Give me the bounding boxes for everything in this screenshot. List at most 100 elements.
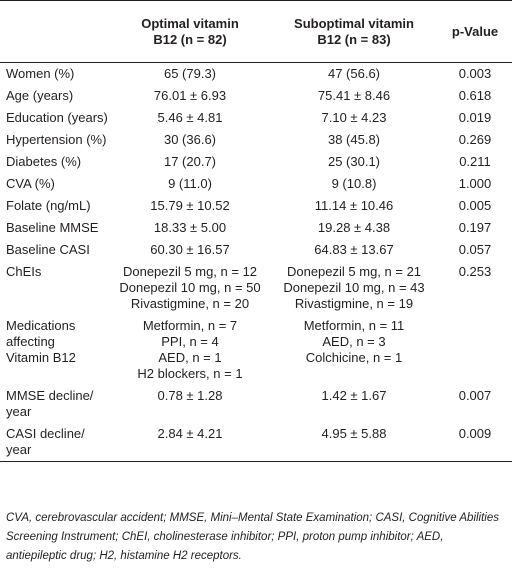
suboptimal-cell-line: 75.41 ± 8.46 — [317, 87, 391, 103]
row-label: CVA (%) — [0, 173, 110, 195]
optimal-cell-line: AED, n = 1 — [158, 349, 222, 365]
suboptimal-cell: 64.83 ± 13.67 — [270, 239, 438, 261]
optimal-cell: 30 (36.6) — [110, 129, 270, 151]
row-label-line: MMSE decline/ — [6, 387, 94, 403]
p-value-cell: 0.005 — [458, 197, 492, 213]
p-value-cell: 0.057 — [458, 241, 492, 257]
optimal-cell: 15.79 ± 10.52 — [110, 195, 270, 217]
suboptimal-cell: 19.28 ± 4.38 — [270, 217, 438, 239]
suboptimal-cell: 47 (56.6) — [270, 63, 438, 85]
suboptimal-cell: 1.42 ± 1.67 — [270, 385, 438, 423]
header-label-column — [0, 0, 110, 63]
suboptimal-cell: 25 (30.1) — [270, 151, 438, 173]
row-label-line: Education (years) — [6, 109, 108, 125]
optimal-cell-line: H2 blockers, n = 1 — [137, 365, 243, 381]
table-row: CVA (%) 9 (11.0) 9 (10.8) 1.000 — [0, 173, 512, 195]
optimal-cell-line: 30 (36.6) — [163, 131, 217, 147]
table-row: Diabetes (%) 17 (20.7) 25 (30.1) 0.211 — [0, 151, 512, 173]
header-p-value: p-Value — [438, 0, 512, 63]
optimal-cell-line: 5.46 ± 4.81 — [157, 109, 223, 125]
optimal-cell-line: Metformin, n = 7 — [142, 317, 238, 333]
table-row: ChEIs Donepezil 5 mg, n = 12 Donepezil 10 … — [0, 261, 512, 315]
table-row: Baseline CASI 60.30 ± 16.57 64.83 ± 13.67 0… — [0, 239, 512, 261]
row-label: ChEIs — [0, 261, 110, 315]
suboptimal-cell-line: 11.14 ± 10.46 — [314, 197, 394, 213]
table-row: Folate (ng/mL) 15.79 ± 10.52 11.14 ± 10.46… — [0, 195, 512, 217]
p-value-cell: 0.211 — [459, 153, 491, 169]
suboptimal-cell-line: 47 (56.6) — [327, 66, 381, 81]
suboptimal-cell: Metformin, n = 11 AED, n = 3 Colchicine, n… — [270, 315, 438, 385]
p-value-cell: 0.197 — [458, 219, 492, 235]
row-label: Folate (ng/mL) — [0, 195, 110, 217]
suboptimal-cell: Donepezil 5 mg, n = 21 Donepezil 10 mg, n… — [270, 261, 438, 315]
row-label-line: Folate (ng/mL) — [6, 197, 91, 213]
row-label-line: CVA (%) — [6, 175, 55, 191]
header-optimal-line-2: B12 (n = 82) — [153, 31, 227, 47]
row-label-line: Baseline MMSE — [6, 219, 99, 235]
row-label: Education (years) — [0, 107, 110, 129]
optimal-cell-line: 76.01 ± 6.93 — [153, 87, 227, 103]
table-row: Age (years) 76.01 ± 6.93 75.41 ± 8.46 0.618 — [0, 85, 512, 107]
row-label: CASI decline/year — [0, 422, 110, 462]
header-optimal-line-1: Optimal vitamin — [141, 15, 239, 31]
data-table: Optimal vitamin B12 (n = 82) Suboptimal … — [0, 0, 512, 462]
p-value-cell: 0.618 — [458, 87, 492, 103]
header-suboptimal-line-1: Suboptimal vitamin — [294, 15, 414, 31]
optimal-cell: 65 (79.3) — [110, 63, 270, 85]
suboptimal-cell-line: 38 (45.8) — [327, 131, 381, 147]
header-suboptimal: Suboptimal vitamin B12 (n = 83) — [270, 0, 438, 63]
row-label-line: Hypertension (%) — [6, 131, 107, 147]
table-row: CASI decline/year 2.84 ± 4.21 4.95 ± 5.88 0… — [0, 422, 512, 462]
suboptimal-cell-line: 9 (10.8) — [331, 175, 377, 191]
optimal-cell: 60.30 ± 16.57 — [110, 239, 270, 261]
row-label: Medications affecting Vitamin B12 — [0, 315, 110, 385]
row-label: Baseline CASI — [0, 239, 110, 261]
row-label-line: Medications — [6, 317, 76, 333]
row-label-line: year — [6, 403, 32, 419]
optimal-cell-line: PPI, n = 4 — [161, 333, 219, 349]
optimal-cell-line: 9 (11.0) — [168, 175, 212, 191]
suboptimal-cell-line: 7.10 ± 4.23 — [321, 109, 387, 125]
suboptimal-cell: 7.10 ± 4.23 — [270, 107, 438, 129]
suboptimal-cell-line: AED, n = 3 — [322, 333, 386, 349]
header-row: Optimal vitamin B12 (n = 82) Suboptimal … — [0, 0, 512, 63]
suboptimal-cell-line: Donepezil 10 mg, n = 43 — [283, 279, 425, 295]
optimal-cell-line: Donepezil 10 mg, n = 50 — [119, 279, 261, 295]
suboptimal-cell: 75.41 ± 8.46 — [270, 85, 438, 107]
optimal-cell: 2.84 ± 4.21 — [110, 422, 270, 462]
p-value-cell: 0.003 — [458, 66, 492, 81]
suboptimal-cell-line: 1.42 ± 1.67 — [321, 387, 387, 403]
row-label-line: Diabetes (%) — [6, 153, 82, 169]
suboptimal-cell-line: 19.28 ± 4.38 — [317, 219, 391, 235]
optimal-cell-line: 60.30 ± 16.57 — [150, 241, 230, 257]
suboptimal-cell: 9 (10.8) — [270, 173, 438, 195]
optimal-cell-line: 65 (79.3) — [163, 66, 217, 81]
suboptimal-cell-line: Colchicine, n = 1 — [305, 349, 403, 365]
optimal-cell-line: Donepezil 5 mg, n = 12 — [122, 263, 258, 279]
row-label-line: ChEIs — [6, 263, 42, 279]
header-optimal: Optimal vitamin B12 (n = 82) — [110, 0, 270, 63]
optimal-cell: Donepezil 5 mg, n = 12 Donepezil 10 mg, n… — [110, 261, 270, 315]
table-row: Baseline MMSE 18.33 ± 5.00 19.28 ± 4.38 0.1… — [0, 217, 512, 239]
row-label-line: CASI decline/ — [6, 425, 85, 441]
table-footnote: CVA, cerebrovascular accident; MMSE, Min… — [6, 512, 500, 562]
optimal-cell: 76.01 ± 6.93 — [110, 85, 270, 107]
p-value-cell: 0.269 — [458, 131, 492, 147]
optimal-cell-line: 18.33 ± 5.00 — [153, 219, 227, 235]
optimal-cell: 9 (11.0) — [110, 173, 270, 195]
suboptimal-cell-line: 4.95 ± 5.88 — [321, 425, 387, 441]
p-value-cell: 0.009 — [438, 422, 512, 462]
header-suboptimal-line-2: B12 (n = 83) — [317, 31, 391, 47]
row-label-line: year — [6, 441, 32, 457]
optimal-cell-line: 2.84 ± 4.21 — [157, 425, 223, 441]
suboptimal-cell-line: 64.83 ± 13.67 — [314, 241, 394, 257]
p-value-cell: 0.019 — [458, 109, 492, 125]
row-label: Women (%) — [0, 63, 110, 85]
row-label-line: Baseline CASI — [6, 241, 90, 257]
row-label: Baseline MMSE — [0, 217, 110, 239]
optimal-cell: 5.46 ± 4.81 — [110, 107, 270, 129]
row-label-line: Women (%) — [6, 66, 75, 81]
p-value-cell: 0.007 — [458, 387, 492, 403]
optimal-cell-line: Rivastigmine, n = 20 — [130, 295, 250, 311]
